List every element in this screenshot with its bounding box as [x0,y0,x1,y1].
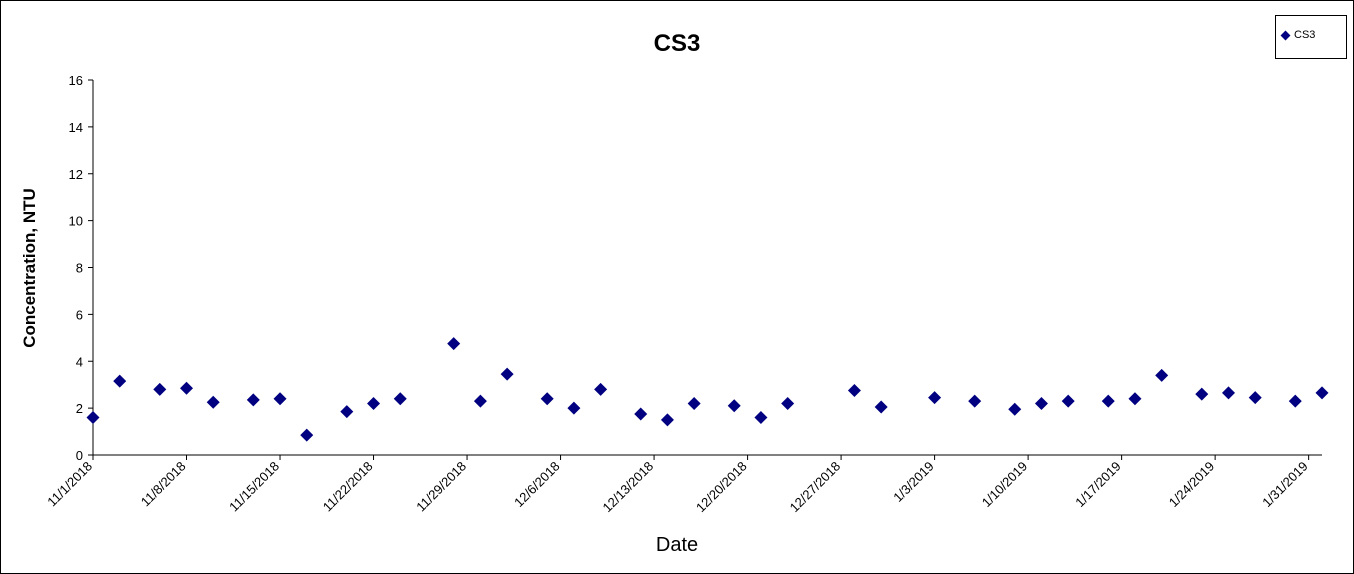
x-tick-label: 11/1/2018 [44,459,95,510]
chart-title: CS3 [653,30,701,57]
data-point [660,413,674,427]
x-tick-label: 1/3/2019 [890,459,936,505]
y-tick-label: 6 [76,307,83,322]
data-point [206,395,220,409]
data-point [246,393,260,407]
x-axis-label: Date [655,534,699,556]
data-point [874,400,888,414]
data-point [968,394,982,408]
data-point [500,367,514,381]
x-tick-label: 11/8/2018 [138,459,189,510]
x-tick-label: 12/27/2018 [787,459,844,516]
y-tick-label: 10 [69,214,83,229]
y-tick-label: 12 [69,167,83,182]
y-tick-label: 2 [76,401,83,416]
x-tick-label: 12/13/2018 [600,459,657,516]
data-point [367,396,381,410]
x-tick-label: 11/29/2018 [413,459,469,515]
data-point [473,394,487,408]
x-tick-label: 1/31/2019 [1259,459,1311,511]
x-tick-label: 1/10/2019 [979,459,1031,511]
data-point [113,374,127,388]
data-point [1008,402,1022,416]
data-point [273,392,287,406]
data-point [540,392,554,406]
data-point [594,382,608,396]
data-point [1248,391,1262,405]
data-point [781,396,795,410]
data-point [847,384,861,398]
data-point [1288,394,1302,408]
data-point [687,396,701,410]
legend-label: CS3 [1294,29,1316,41]
data-point [634,407,648,421]
y-tick-label: 16 [69,73,83,88]
data-point [300,428,314,442]
data-point [86,411,100,424]
legend: CS3 [1275,15,1347,59]
data-point [1221,386,1235,400]
x-tick-label: 12/20/2018 [693,459,750,516]
data-point [340,405,354,419]
data-point [1061,394,1075,408]
data-point [153,382,167,396]
y-tick-label: 14 [69,120,83,135]
data-point [447,337,461,351]
data-point [180,381,194,395]
y-tick-label: 4 [76,354,83,369]
data-point [1128,392,1142,406]
data-point [1155,368,1169,382]
x-tick-label: 11/15/2018 [226,459,282,515]
data-point [393,392,407,406]
data-point [1034,396,1048,410]
data-point [1195,387,1209,401]
data-point [1315,386,1329,400]
data-point [754,411,768,424]
x-tick-label: 12/6/2018 [511,459,563,511]
y-tick-label: 0 [76,448,83,463]
data-point [727,399,741,413]
x-tick-label: 11/22/2018 [320,459,376,515]
data-point [1101,394,1115,408]
x-tick-label: 1/24/2019 [1166,459,1218,511]
data-point [567,401,581,415]
x-tick-label: 1/17/2019 [1072,459,1124,511]
y-tick-label: 8 [76,261,83,276]
data-point [928,391,942,405]
